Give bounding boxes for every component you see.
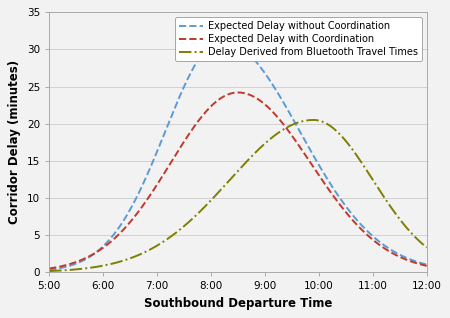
Delay Derived from Bluetooth Travel Times (413, 236, 418, 239)
Expected Delay with Coordination (220, 95, 225, 99)
Expected Delay without Coordination (219, 38, 225, 42)
Expected Delay without Coordination (46, 268, 52, 272)
Y-axis label: Corridor Delay (minutes): Corridor Delay (minutes) (9, 60, 21, 224)
Delay Derived from Bluetooth Travel Times (344, 140, 349, 144)
Delay Derived from Bluetooth Travel Times (424, 245, 429, 249)
Delay Derived from Bluetooth Travel Times (46, 269, 52, 273)
Expected Delay without Coordination (344, 205, 349, 209)
Delay Derived from Bluetooth Travel Times (310, 118, 316, 122)
Delay Derived from Bluetooth Travel Times (413, 236, 418, 240)
Delay Derived from Bluetooth Travel Times (220, 186, 225, 190)
Expected Delay with Coordination (235, 91, 241, 94)
Expected Delay without Coordination (66, 264, 71, 268)
Expected Delay without Coordination (230, 41, 236, 45)
Expected Delay with Coordination (46, 266, 52, 270)
Expected Delay without Coordination (424, 263, 429, 266)
Line: Expected Delay without Coordination: Expected Delay without Coordination (49, 40, 427, 270)
Legend: Expected Delay without Coordination, Expected Delay with Coordination, Delay Der: Expected Delay without Coordination, Exp… (175, 17, 422, 61)
Delay Derived from Bluetooth Travel Times (66, 268, 71, 272)
Line: Expected Delay with Coordination: Expected Delay with Coordination (49, 93, 427, 268)
Expected Delay with Coordination (344, 211, 349, 215)
Expected Delay with Coordination (413, 261, 418, 265)
X-axis label: Southbound Departure Time: Southbound Departure Time (144, 297, 332, 310)
Expected Delay without Coordination (220, 39, 225, 43)
Expected Delay with Coordination (424, 264, 429, 268)
Line: Delay Derived from Bluetooth Travel Times: Delay Derived from Bluetooth Travel Time… (49, 120, 427, 271)
Delay Derived from Bluetooth Travel Times (230, 175, 235, 178)
Expected Delay with Coordination (230, 91, 235, 95)
Expected Delay with Coordination (66, 263, 71, 266)
Expected Delay without Coordination (413, 259, 418, 263)
Expected Delay without Coordination (413, 259, 418, 263)
Expected Delay with Coordination (413, 261, 418, 265)
